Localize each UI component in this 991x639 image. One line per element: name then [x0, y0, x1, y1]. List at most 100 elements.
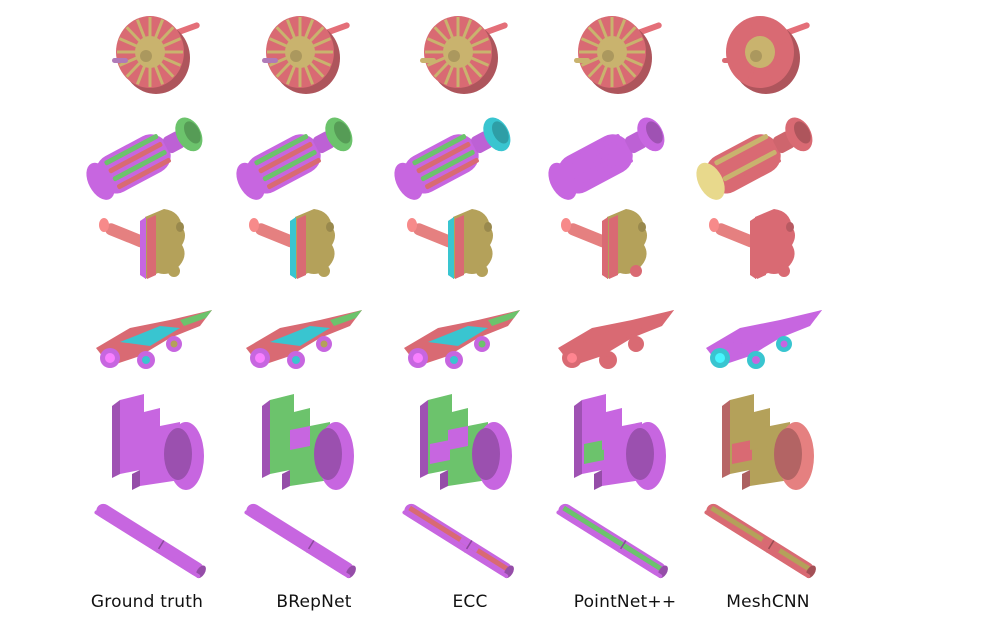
- cad-model-motor-rotor: [112, 16, 200, 94]
- cad-model-motor-rotor: [574, 16, 662, 94]
- tube-group: [244, 503, 356, 579]
- fitting-side: [722, 400, 730, 478]
- fitting-bore: [472, 428, 500, 480]
- rotor-slot: [728, 56, 748, 67]
- cad-model-half-tube: [94, 503, 206, 579]
- column-label-ecc: ECC: [452, 592, 488, 612]
- car-hub-front: [320, 340, 328, 348]
- hinge-hole: [786, 222, 794, 232]
- hinge-strip: [297, 215, 306, 279]
- rotor-slot: [162, 56, 182, 67]
- cad-model-screwdriver-handle: [548, 117, 665, 200]
- rotor-slot: [125, 26, 142, 43]
- rotor-slot: [135, 65, 147, 85]
- rotor-slot: [443, 65, 455, 85]
- cad-model-screwdriver-handle: [696, 117, 813, 200]
- hinge-strip: [609, 215, 618, 279]
- rotor-slot: [735, 26, 752, 43]
- hinge-pin-end: [407, 218, 417, 232]
- cad-model-half-tube: [244, 503, 356, 579]
- handle-groove: [714, 134, 769, 166]
- handle-head-socket: [334, 121, 351, 144]
- rotor-slot: [303, 65, 315, 85]
- rotor-slot: [772, 56, 792, 67]
- hinge-pin-end: [99, 218, 109, 232]
- rotor-hub-center: [448, 50, 460, 62]
- hinge-pin-end: [249, 218, 259, 232]
- cad-model-hinge-bracket: [407, 209, 493, 279]
- fitting-step: [132, 470, 140, 490]
- fitting-insert: [732, 440, 752, 464]
- cad-model-pipe-fitting: [722, 394, 814, 490]
- rotor-slot: [763, 19, 775, 39]
- car-cockpit: [582, 326, 642, 346]
- handle-groove: [262, 149, 317, 182]
- handle-head-socket: [794, 121, 811, 144]
- cad-model-screwdriver-handle: [86, 117, 203, 200]
- car-hub-rear: [413, 353, 423, 363]
- cad-model-race-car: [246, 310, 362, 369]
- fitting-bore: [164, 428, 192, 480]
- handle-groove: [104, 134, 159, 166]
- rotor-slot: [433, 61, 450, 78]
- rotor-slot: [580, 56, 600, 67]
- tube-channel: [100, 505, 202, 572]
- tube-group: [704, 503, 816, 579]
- rotor-slot: [312, 56, 332, 67]
- tube-underside: [704, 510, 811, 579]
- hinge-pin-end: [561, 218, 571, 232]
- car-wing: [790, 310, 822, 326]
- rotor-front-shaft: [574, 58, 590, 63]
- tube-group: [556, 503, 668, 579]
- handle-groove: [574, 149, 629, 182]
- car-hub-mid: [450, 356, 458, 364]
- rotor-slot: [285, 65, 297, 85]
- handle-groove: [566, 134, 621, 166]
- rotor-hub-center: [290, 50, 302, 62]
- tube-underside: [556, 510, 663, 579]
- hinge-hole: [638, 222, 646, 232]
- handle-groove: [412, 134, 467, 166]
- rotor-slot: [615, 19, 627, 39]
- handle-endcap: [696, 162, 725, 200]
- rotor-slot: [426, 37, 446, 48]
- column-label-ground-truth: Ground truth: [90, 592, 204, 612]
- screwdriver-group: [236, 117, 353, 200]
- tube-group: [94, 503, 206, 579]
- cad-model-hinge-bracket: [709, 209, 795, 279]
- cad-model-hinge-bracket: [249, 209, 335, 279]
- car-hub-mid: [142, 356, 150, 364]
- hinge-pin: [105, 223, 147, 248]
- cad-model-race-car: [404, 310, 520, 369]
- cad-model-motor-rotor: [420, 16, 508, 94]
- car-hub-mid: [604, 356, 612, 364]
- car-hub-front: [780, 340, 788, 348]
- screwdriver-group: [394, 117, 511, 200]
- hinge-knob: [168, 265, 180, 277]
- fitting-insert: [584, 440, 604, 464]
- hinge-edge: [290, 217, 296, 279]
- fitting-side: [420, 400, 428, 478]
- rotor-slot: [461, 65, 473, 85]
- column-label-pointnet: PointNet++: [573, 592, 677, 612]
- rotor-slot: [745, 19, 757, 39]
- rotor-slot: [768, 26, 785, 43]
- hinge-pin: [567, 223, 609, 248]
- rotor-slot: [768, 61, 785, 78]
- handle-endcap: [236, 162, 265, 200]
- rotor-slot: [735, 61, 752, 78]
- fitting-side: [262, 400, 270, 478]
- car-wing: [330, 310, 362, 326]
- rotor-slot: [615, 65, 627, 85]
- rotor-front-shaft: [112, 58, 128, 63]
- handle-groove: [425, 157, 479, 190]
- handle-groove: [267, 157, 321, 190]
- car-cockpit: [730, 326, 790, 346]
- rotor-slot: [275, 61, 292, 78]
- rotor-slot: [308, 61, 325, 78]
- hinge-pin: [255, 223, 297, 248]
- cad-model-race-car: [96, 310, 212, 369]
- fitting-inner: [140, 426, 160, 450]
- rotor-slot: [268, 56, 288, 67]
- tube-channel: [250, 505, 352, 572]
